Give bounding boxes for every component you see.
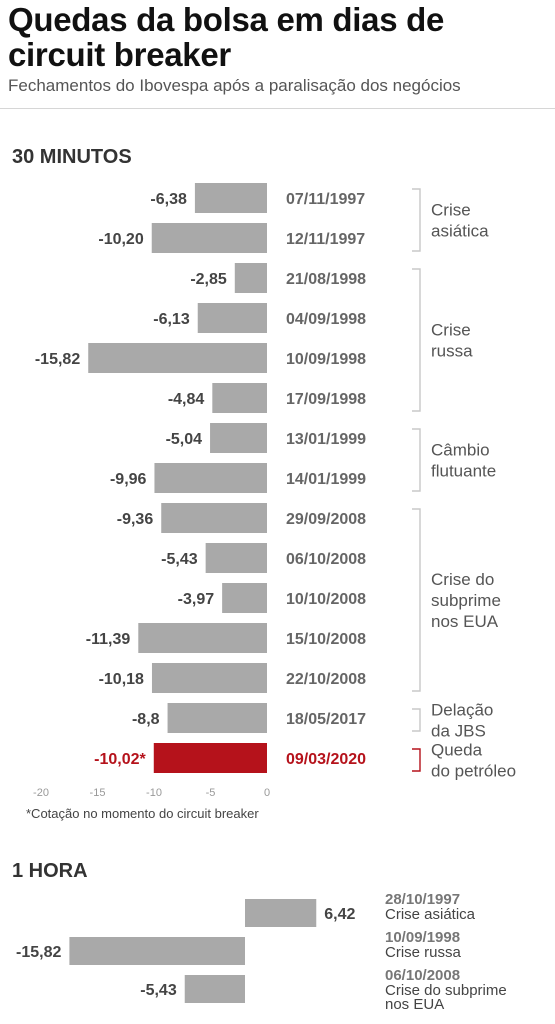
- date-label: 12/11/1997: [286, 231, 365, 248]
- group-label: Crise: [431, 321, 471, 340]
- tick-label: -10: [146, 787, 162, 799]
- value-label: -9,36: [117, 511, 154, 528]
- date-label: 29/09/2008: [286, 511, 366, 528]
- group-label: Delação: [431, 701, 493, 720]
- value-label: -15,82: [35, 351, 80, 368]
- group-label: Crise: [431, 201, 471, 220]
- tick-label: -15: [90, 787, 106, 799]
- bar: [194, 183, 267, 213]
- bar: [234, 263, 267, 293]
- date-label: 06/10/2008: [385, 967, 460, 984]
- group-label: asiática: [431, 222, 489, 241]
- group-label: subprime: [431, 591, 501, 610]
- chart-title: Quedas da bolsa em dias de circuit break…: [8, 1, 445, 73]
- group-bracket: [412, 428, 421, 492]
- value-label: -2,85: [190, 271, 227, 288]
- group-label: da JBS: [431, 722, 486, 741]
- date-label: 10/09/1998: [385, 929, 460, 946]
- date-label: 21/08/1998: [286, 271, 366, 288]
- group-label: do petróleo: [431, 762, 516, 781]
- bar: [151, 223, 267, 253]
- group-label: Queda: [431, 741, 483, 760]
- value-label: -10,18: [99, 671, 144, 688]
- date-label: 07/11/1997: [286, 191, 365, 208]
- header-divider: [0, 108, 555, 109]
- chart-subtitle: Fechamentos do Ibovespa após a paralisaç…: [8, 76, 461, 95]
- value-label: -11,39: [86, 631, 131, 648]
- bar: [212, 383, 267, 413]
- group-bracket: [412, 268, 421, 412]
- group-bracket: [412, 748, 421, 772]
- group-bracket: [412, 708, 421, 732]
- bar: [222, 583, 267, 613]
- bar: [205, 543, 267, 573]
- date-label: 10/10/2008: [286, 591, 366, 608]
- bar: [167, 703, 267, 733]
- tick-label: 0: [264, 787, 270, 799]
- bar: [210, 423, 267, 453]
- value-label: -5,43: [161, 551, 198, 568]
- date-label: 04/09/1998: [286, 311, 366, 328]
- tick-label: -20: [33, 787, 49, 799]
- bar: [153, 743, 267, 773]
- date-label: 13/01/1999: [286, 431, 366, 448]
- value-label: -6,13: [153, 311, 190, 328]
- value-label: -5,43: [140, 982, 177, 999]
- bar: [151, 663, 267, 693]
- bar: [138, 623, 267, 653]
- bar: [197, 303, 267, 333]
- group-label: nos EUA: [431, 612, 499, 631]
- footnote: *Cotação no momento do circuit breaker: [26, 806, 259, 821]
- date-label: 06/10/2008: [286, 551, 366, 568]
- group-label: russa: [431, 342, 473, 361]
- group-bracket: [412, 188, 421, 252]
- value-label: -10,20: [98, 231, 143, 248]
- group-label: Crise do: [431, 570, 494, 589]
- group-bracket: [412, 508, 421, 692]
- date-label: 10/09/1998: [286, 351, 366, 368]
- date-label: 22/10/2008: [286, 671, 366, 688]
- value-label: -8,8: [132, 711, 160, 728]
- bar: [184, 975, 245, 1003]
- section-title-1-hora: 1 HORA: [12, 860, 88, 882]
- value-label: -4,84: [168, 391, 205, 408]
- group-label: Câmbio: [431, 441, 490, 460]
- value-label: 6,42: [324, 906, 355, 923]
- date-label: 17/09/1998: [286, 391, 366, 408]
- bar: [88, 343, 267, 373]
- event-label: Crise russa: [385, 944, 462, 961]
- date-label: 18/05/2017: [286, 711, 366, 728]
- bar: [154, 463, 267, 493]
- bar: [69, 937, 245, 965]
- section-title-30-minutos: 30 MINUTOS: [12, 146, 132, 168]
- event-label: Crise asiática: [385, 906, 476, 923]
- value-label: -5,04: [166, 431, 203, 448]
- bar: [161, 503, 267, 533]
- bar: [245, 899, 317, 927]
- date-label: 15/10/2008: [286, 631, 366, 648]
- event-label: nos EUA: [385, 996, 444, 1013]
- tick-label: -5: [206, 787, 216, 799]
- value-label: -3,97: [178, 591, 215, 608]
- value-label: -10,02*: [94, 751, 146, 768]
- date-label: 09/03/2020: [286, 751, 366, 768]
- event-label: Crise do subprime: [385, 982, 507, 999]
- value-label: -9,96: [110, 471, 147, 488]
- value-label: -6,38: [150, 191, 187, 208]
- date-label: 14/01/1999: [286, 471, 366, 488]
- group-label: flutuante: [431, 462, 496, 481]
- date-label: 28/10/1997: [385, 891, 460, 908]
- value-label: -15,82: [16, 944, 61, 961]
